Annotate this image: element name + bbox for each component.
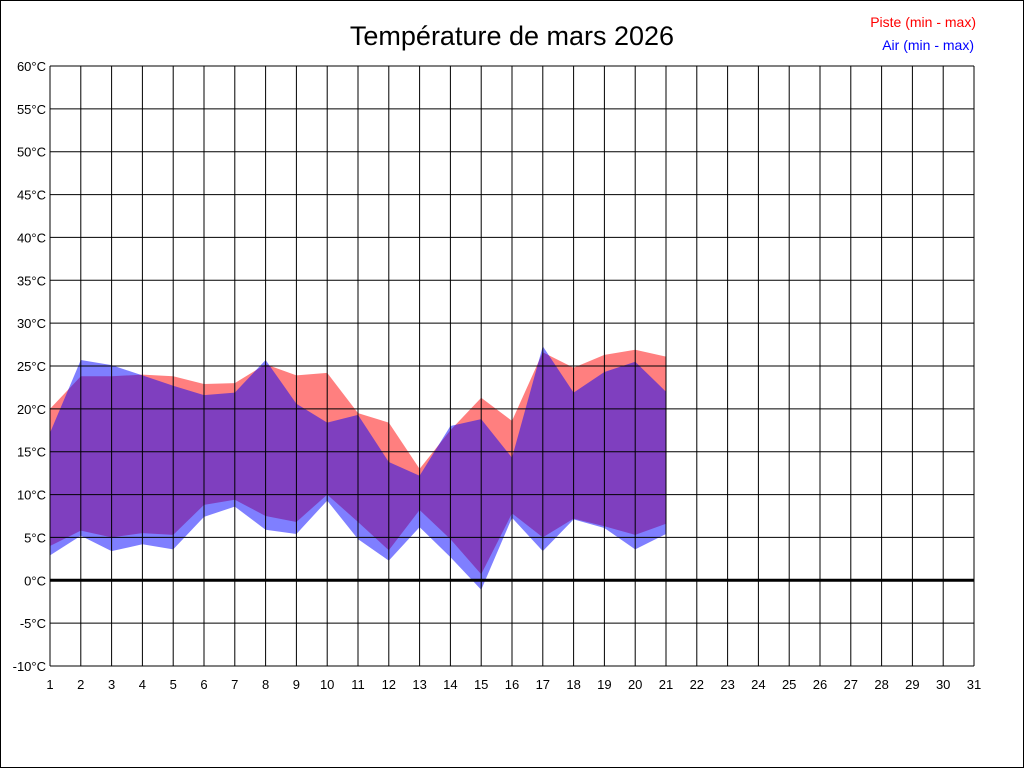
x-tick-label: 22 bbox=[690, 677, 704, 692]
x-tick-label: 26 bbox=[813, 677, 827, 692]
y-tick-label: 5°C bbox=[24, 530, 46, 545]
y-tick-label: 15°C bbox=[17, 445, 46, 460]
y-tick-label: -5°C bbox=[20, 616, 46, 631]
x-tick-label: 15 bbox=[474, 677, 488, 692]
x-tick-label: 13 bbox=[412, 677, 426, 692]
x-tick-label: 16 bbox=[505, 677, 519, 692]
x-tick-label: 11 bbox=[351, 677, 365, 692]
x-tick-label: 30 bbox=[936, 677, 950, 692]
x-tick-label: 4 bbox=[139, 677, 146, 692]
x-tick-label: 5 bbox=[170, 677, 177, 692]
x-tick-label: 20 bbox=[628, 677, 642, 692]
legend-entry-piste: Piste (min - max) bbox=[870, 14, 976, 30]
x-tick-label: 6 bbox=[200, 677, 207, 692]
y-tick-label: 60°C bbox=[17, 59, 46, 74]
x-tick-label: 3 bbox=[108, 677, 115, 692]
x-tick-label: 7 bbox=[231, 677, 238, 692]
x-tick-label: 29 bbox=[905, 677, 919, 692]
grid-layer bbox=[49, 65, 975, 667]
x-tick-label: 17 bbox=[536, 677, 550, 692]
y-tick-label: 0°C bbox=[24, 573, 46, 588]
x-tick-label: 10 bbox=[320, 677, 334, 692]
x-tick-label: 1 bbox=[46, 677, 53, 692]
x-tick-label: 9 bbox=[293, 677, 300, 692]
y-tick-label: 50°C bbox=[17, 145, 46, 160]
x-tick-label: 14 bbox=[443, 677, 457, 692]
y-tick-label: 35°C bbox=[17, 273, 46, 288]
chart-title: Température de mars 2026 bbox=[350, 21, 674, 51]
x-tick-label: 31 bbox=[967, 677, 981, 692]
y-tick-label: 55°C bbox=[17, 102, 46, 117]
axis-labels: 60°C55°C50°C45°C40°C35°C30°C25°C20°C15°C… bbox=[13, 59, 982, 692]
y-tick-label: 40°C bbox=[17, 230, 46, 245]
y-tick-label: -10°C bbox=[13, 659, 46, 674]
x-tick-label: 24 bbox=[751, 677, 765, 692]
x-tick-label: 19 bbox=[597, 677, 611, 692]
x-tick-label: 27 bbox=[844, 677, 858, 692]
x-tick-label: 21 bbox=[659, 677, 673, 692]
x-tick-label: 25 bbox=[782, 677, 796, 692]
x-tick-label: 23 bbox=[720, 677, 734, 692]
x-tick-label: 12 bbox=[382, 677, 396, 692]
y-tick-label: 30°C bbox=[17, 316, 46, 331]
x-tick-label: 8 bbox=[262, 677, 269, 692]
x-tick-label: 2 bbox=[77, 677, 84, 692]
y-tick-label: 10°C bbox=[17, 488, 46, 503]
y-tick-label: 20°C bbox=[17, 402, 46, 417]
y-tick-label: 25°C bbox=[17, 359, 46, 374]
x-tick-label: 28 bbox=[874, 677, 888, 692]
legend-entry-air: Air (min - max) bbox=[882, 37, 974, 53]
x-tick-label: 18 bbox=[566, 677, 580, 692]
y-tick-label: 45°C bbox=[17, 188, 46, 203]
